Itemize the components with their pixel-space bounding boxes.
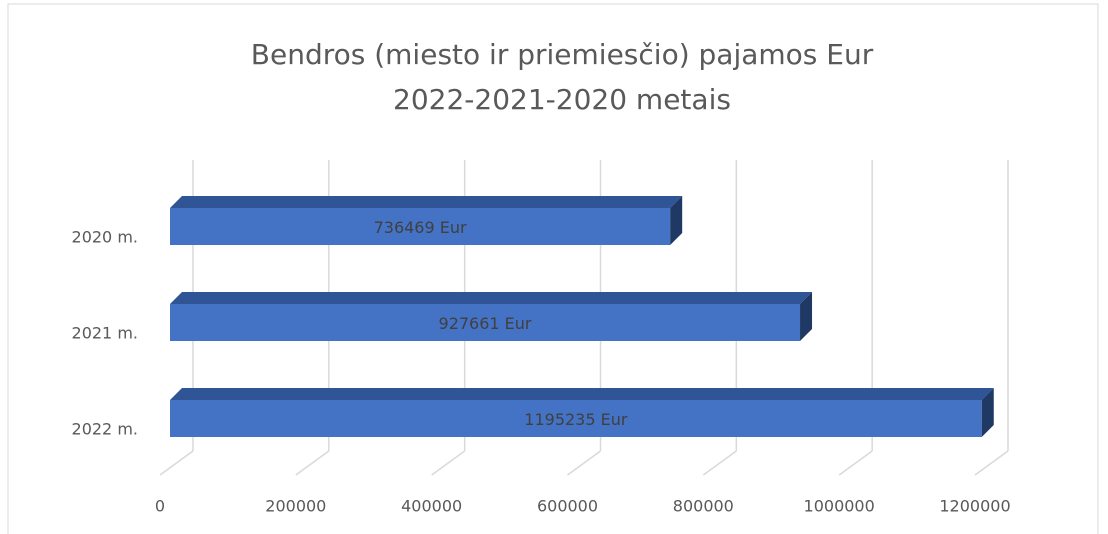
bar <box>170 400 982 437</box>
floor-line <box>974 450 1009 476</box>
y-tick-label: 2022 m. <box>72 420 138 439</box>
x-tick-label: 600000 <box>537 497 598 516</box>
floor-line <box>159 450 194 476</box>
floor-line <box>431 450 466 476</box>
floor-line <box>838 450 873 476</box>
x-tick-label: 400000 <box>401 497 462 516</box>
y-tick-label: 2021 m. <box>72 324 138 343</box>
bar-top <box>170 388 994 400</box>
x-tick-label: 800000 <box>673 497 734 516</box>
bar <box>170 208 671 245</box>
x-tick-label: 1000000 <box>804 497 875 516</box>
x-tick-label: 200000 <box>265 497 326 516</box>
chart-title: 2022-2021-2020 metais <box>393 83 731 116</box>
y-tick-label: 2020 m. <box>72 228 138 247</box>
floor-line <box>295 450 330 476</box>
bar-side <box>670 196 683 245</box>
value-label: 736469 Eur <box>374 218 467 237</box>
chart-title: Bendros (miesto ir priemiesčio) pajamos … <box>251 38 874 71</box>
value-label: 927661 Eur <box>439 314 532 333</box>
value-label: 1195235 Eur <box>524 410 628 429</box>
chart-frame <box>7 3 1099 534</box>
bar-side <box>800 292 813 341</box>
bar-top <box>170 292 813 304</box>
bar <box>170 304 801 341</box>
bar-top <box>170 196 683 208</box>
floor-line <box>702 450 737 476</box>
x-tick-label: 1200000 <box>939 497 1010 516</box>
x-tick-label: 0 <box>155 497 165 516</box>
bar-side <box>981 388 994 437</box>
floor-line <box>567 450 601 476</box>
